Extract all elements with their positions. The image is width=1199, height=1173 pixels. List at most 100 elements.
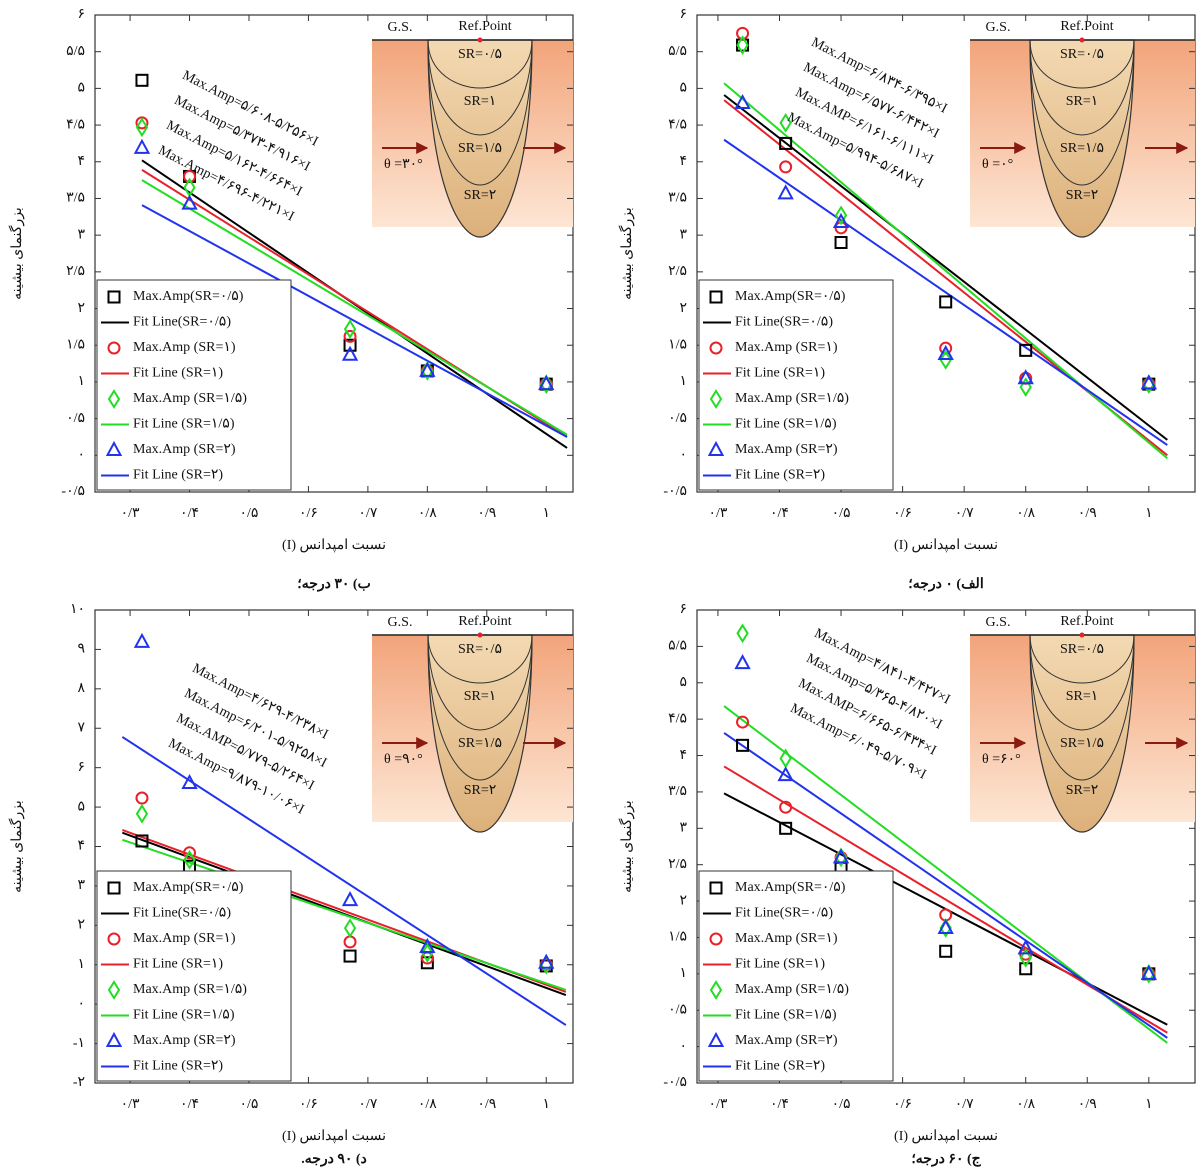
legend-label: Fit Line (SR=۱/۵) [133, 1008, 235, 1023]
marker-square [736, 738, 750, 752]
legend-box [96, 279, 292, 491]
marker-triangle [181, 773, 198, 790]
marker-diamond [709, 389, 723, 409]
x-axis-label: نسبت امپدانس (I) [282, 538, 386, 553]
y-tick-label: ۵ [77, 81, 85, 96]
y-tick-label: ۲/۵ [668, 264, 687, 279]
y-tick-label: ۵ [679, 81, 687, 96]
marker-triangle [133, 138, 151, 154]
y-axis-label: بزرگنمای بیشینه [618, 207, 635, 300]
marker-diamond [135, 803, 149, 824]
marker-triangle [1017, 369, 1034, 385]
legend-box [698, 279, 894, 491]
marker-triangle [133, 632, 151, 648]
legend-label: Max.Amp (SR=۱/۵) [133, 982, 247, 997]
marker-triangle [777, 184, 794, 200]
x-tick-label: ۰/۸ [1016, 1097, 1035, 1112]
marker-circle [107, 341, 121, 355]
valley-contour [427, 39, 533, 186]
x-tick-label: ۱ [542, 1097, 550, 1112]
marker-triangle [707, 1031, 725, 1047]
y-tick-label: ۲/۵ [66, 264, 85, 279]
valley-contour [1029, 634, 1135, 684]
y-tick-label: ۲ [77, 918, 85, 933]
marker-diamond [1019, 377, 1032, 397]
y-tick-label: ۰/۵ [66, 411, 85, 426]
y-tick-label: ۴/۵ [66, 117, 85, 132]
marker-diamond [421, 943, 434, 963]
marker-square [107, 881, 121, 895]
marker-triangle [707, 440, 725, 456]
marker-square [939, 295, 953, 309]
valley [427, 39, 533, 238]
legend-label: Max.Amp (SR=۲) [133, 1033, 236, 1048]
sr-label: SR=۲ [464, 783, 497, 798]
fit-line [723, 94, 1168, 441]
y-tick-label: ۳/۵ [66, 191, 85, 206]
y-tick-label: ۱ [77, 374, 85, 389]
marker-triangle [419, 361, 436, 377]
legend-label: Fit Line (SR=۱/۵) [735, 417, 837, 432]
angle-label: θ =۳۰° [384, 157, 423, 172]
canyon-inset: G.S. Ref.Point SR=۰/۵ SR=۱ SR=۱/۵ SR=۲ θ =۰° [970, 19, 1195, 238]
x-tick-label: ۰/۳ [708, 506, 727, 521]
valley-contour [427, 634, 533, 781]
marker-square [834, 235, 848, 249]
x-tick-label: ۰/۴ [770, 506, 789, 521]
sr-label: SR=۰/۵ [458, 642, 502, 657]
ground-label: G.S. [986, 615, 1011, 630]
x-tick-label: ۰/۳ [121, 506, 140, 521]
y-axis-label: بزرگنمای بیشینه [8, 800, 25, 893]
x-tick-label: ۰/۸ [1016, 506, 1035, 521]
marker-diamond [107, 980, 121, 1000]
legend-label: Fit Line (SR=۲) [133, 1059, 223, 1074]
y-tick-label: ۰ [77, 996, 85, 1011]
marker-triangle [538, 953, 555, 969]
marker-square [939, 944, 953, 958]
y-tick-label: ۲ [77, 301, 85, 316]
legend-label: Max.Amp(SR=۰/۵) [133, 289, 244, 304]
sr-label: SR=۰/۵ [1060, 642, 1104, 657]
legend-label: Max.Amp (SR=۱/۵) [735, 391, 849, 406]
valley-contour [1029, 634, 1135, 781]
marker-diamond [939, 350, 952, 370]
y-tick-label: -۰/۵ [61, 484, 85, 499]
chart-panel: G.S. Ref.Point SR=۰/۵ SR=۱ SR=۱/۵ SR=۲ θ =۹۰° -… [8, 602, 574, 1167]
x-tick-label: ۰/۸ [418, 506, 437, 521]
fit-line [141, 179, 568, 436]
y-tick-label: ۱/۵ [66, 337, 85, 352]
valley-contour [1029, 39, 1135, 89]
ground-label: G.S. [388, 20, 413, 35]
y-tick-label: ۴/۵ [668, 117, 687, 132]
x-tick-label: ۰/۶ [893, 1097, 912, 1112]
y-tick-label: ۶ [679, 7, 687, 22]
marker-square [1019, 343, 1033, 357]
ground-label: G.S. [986, 20, 1011, 35]
panel-caption: د) ۹۰ درجه. [301, 1152, 367, 1167]
legend-label: Max.Amp (SR=۲) [133, 442, 236, 457]
sr-label: SR=۲ [1066, 783, 1099, 798]
fit-line [723, 732, 1168, 1039]
marker-square [779, 136, 793, 150]
x-tick-label: ۱ [542, 506, 550, 521]
panel-caption: ب) ۳۰ درجه؛ [297, 577, 371, 592]
x-tick-label: ۰/۵ [240, 506, 259, 521]
fit-line [122, 838, 567, 991]
y-tick-label: ۲/۵ [668, 857, 687, 872]
y-tick-label: ۴ [77, 839, 85, 854]
marker-diamond [1019, 947, 1032, 968]
y-tick-label: ۲ [679, 301, 687, 316]
y-tick-label: ۱۰ [70, 602, 85, 617]
marker-circle [779, 800, 793, 814]
marker-circle [107, 932, 121, 946]
ref-point [1079, 632, 1085, 638]
x-tick-label: ۰/۴ [180, 1097, 199, 1112]
x-tick-label: ۰/۵ [832, 506, 851, 521]
x-tick-label: ۱ [1145, 506, 1153, 521]
y-tick-label: ۵/۵ [66, 44, 85, 59]
legend-label: Fit Line (SR=۱/۵) [735, 1008, 837, 1023]
canyon-inset: G.S. Ref.Point SR=۰/۵ SR=۱ SR=۱/۵ SR=۲ θ =۳۰° [372, 19, 573, 238]
legend-label: Fit Line(SR=۰/۵) [133, 315, 231, 330]
fit-line [121, 736, 567, 1026]
marker-square [420, 956, 434, 970]
